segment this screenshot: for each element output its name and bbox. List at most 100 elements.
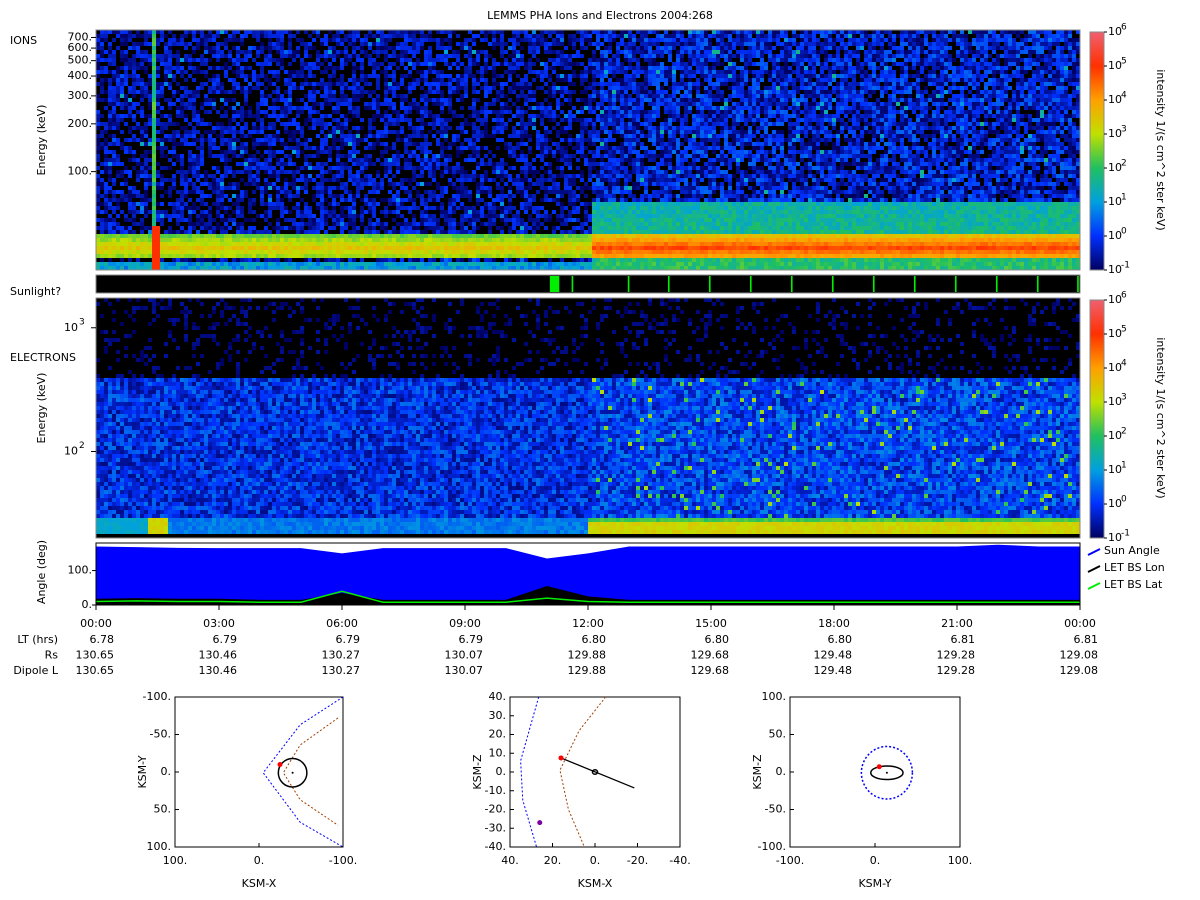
spectrogram-cell: [124, 74, 128, 78]
spectrogram-cell: [220, 242, 224, 246]
spectrogram-cell: [324, 98, 328, 102]
spectrogram-cell: [276, 254, 280, 258]
spectrogram-cell: [336, 118, 340, 122]
spectrogram-cell: [568, 134, 572, 138]
spectrogram-cell: [108, 110, 112, 114]
spectrogram-cell: [396, 130, 400, 134]
spectrogram-cell: [460, 170, 464, 174]
spectrogram-cell: [252, 30, 256, 34]
spectrogram-cell: [204, 94, 208, 98]
spectrogram-cell: [120, 86, 124, 90]
spectrogram-cell: [176, 114, 180, 118]
spectrogram-cell: [544, 246, 548, 250]
spectrogram-cell: [284, 54, 288, 58]
spectrogram-cell: [180, 102, 184, 106]
spectrogram-cell: [552, 190, 556, 194]
spectrogram-cell: [248, 246, 252, 250]
spectrogram-cell: [448, 230, 452, 234]
spectrogram-cell: [480, 118, 484, 122]
spectrogram-cell: [464, 82, 468, 86]
spectrogram-cell: [428, 218, 432, 222]
spectrogram-cell: [352, 174, 356, 178]
spectrogram-cell: [408, 58, 412, 62]
spectrogram-cell: [132, 194, 136, 198]
spectrogram-cell: [100, 238, 104, 242]
spectrogram-cell: [456, 82, 460, 86]
spectrogram-cell: [248, 198, 252, 202]
spectrogram-cell: [332, 70, 336, 74]
spectrogram-cell: [532, 262, 536, 266]
spectrogram-cell: [296, 230, 300, 234]
spectrogram-cell: [128, 258, 132, 262]
spectrogram-cell: [412, 42, 416, 46]
spectrogram-cell: [224, 170, 228, 174]
spectrogram-cell: [204, 62, 208, 66]
spectrogram-cell: [152, 86, 156, 90]
spectrogram-cell: [544, 162, 548, 166]
spectrogram-cell: [576, 54, 580, 58]
spectrogram-cell: [172, 178, 176, 182]
spectrogram-cell: [140, 138, 144, 142]
spectrogram-cell: [532, 70, 536, 74]
spectrogram-cell: [244, 246, 248, 250]
spectrogram-cell: [264, 34, 268, 38]
spectrogram-cell: [172, 34, 176, 38]
spectrogram-cell: [488, 234, 492, 238]
spectrogram-cell: [124, 54, 128, 58]
spectrogram-cell: [460, 122, 464, 126]
spectrogram-cell: [304, 254, 308, 258]
spectrogram-cell: [568, 142, 572, 146]
spectrogram-cell: [172, 102, 176, 106]
spectrogram-cell: [412, 30, 416, 34]
spectrogram-cell: [320, 118, 324, 122]
spectrogram-cell: [96, 198, 100, 202]
spectrogram-cell: [272, 102, 276, 106]
spectrogram-cell: [236, 202, 240, 206]
spectrogram-cell: [100, 50, 104, 54]
spectrogram-cell: [200, 174, 204, 178]
spectrogram-cell: [152, 266, 156, 270]
spectrogram-cell: [184, 194, 188, 198]
spectrogram-cell: [204, 238, 208, 242]
spectrogram-cell: [400, 94, 404, 98]
spectrogram-cell: [212, 54, 216, 58]
spectrogram-cell: [444, 262, 448, 266]
spectrogram-cell: [228, 138, 232, 142]
spectrogram-cell: [472, 154, 476, 158]
spectrogram-cell: [260, 66, 264, 70]
spectrogram-cell: [368, 210, 372, 214]
spectrogram-cell: [356, 150, 360, 154]
spectrogram-cell: [136, 222, 140, 226]
spectrogram-cell: [472, 122, 476, 126]
spectrogram-cell: [288, 122, 292, 126]
spectrogram-cell: [420, 106, 424, 110]
spectrogram-cell: [464, 262, 468, 266]
spectrogram-cell: [388, 250, 392, 254]
spectrogram-cell: [536, 106, 540, 110]
spectrogram-cell: [568, 194, 572, 198]
spectrogram-cell: [396, 266, 400, 270]
spectrogram-cell: [184, 190, 188, 194]
spectrogram-cell: [288, 146, 292, 150]
spectrogram-cell: [344, 134, 348, 138]
spectrogram-cell: [352, 42, 356, 46]
spectrogram-cell: [456, 54, 460, 58]
spectrogram-cell: [556, 250, 560, 254]
spectrogram-cell: [256, 186, 260, 190]
spectrogram-cell: [160, 138, 164, 142]
spectrogram-cell: [436, 70, 440, 74]
spectrogram-cell: [312, 106, 316, 110]
spectrogram-cell: [280, 214, 284, 218]
spectrogram-cell: [220, 134, 224, 138]
spectrogram-cell: [488, 66, 492, 70]
spectrogram-cell: [436, 98, 440, 102]
spectrogram-cell: [236, 222, 240, 226]
spectrogram-cell: [152, 210, 156, 214]
spectrogram-cell: [504, 170, 508, 174]
spectrogram-cell: [272, 266, 276, 270]
spectrogram-cell: [224, 234, 228, 238]
spectrogram-cell: [488, 90, 492, 94]
spectrogram-cell: [524, 66, 528, 70]
spectrogram-cell: [452, 246, 456, 250]
spectrogram-cell: [132, 234, 136, 238]
